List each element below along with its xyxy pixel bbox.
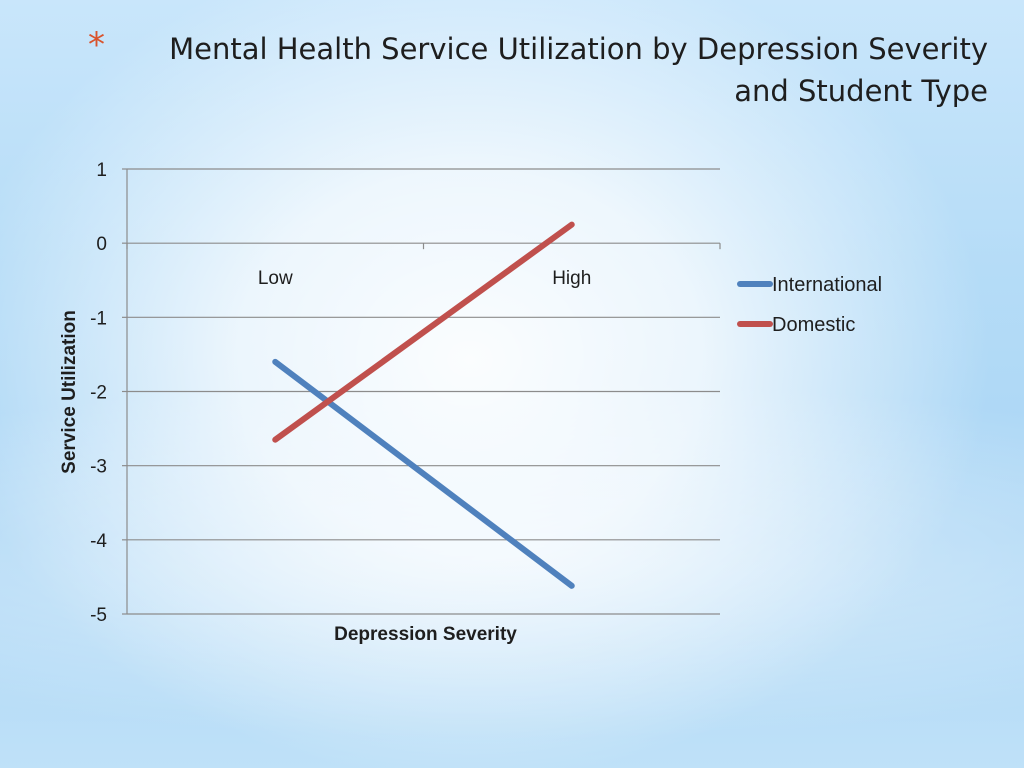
x-axis-title: Depression Severity <box>334 624 517 645</box>
y-tick-label-6: -5 <box>90 605 107 626</box>
y-axis-ticks: 1 0 -1 -2 -3 -4 -5 <box>90 160 127 626</box>
y-tick-label-3: -2 <box>90 383 107 404</box>
y-tick-label-2: -1 <box>90 308 107 329</box>
title-bullet-icon: * <box>88 25 105 65</box>
series-line-domestic <box>272 221 575 443</box>
y-axis-title: Service Utilization <box>59 310 80 474</box>
title-text: Mental Health Service Utilization by Dep… <box>126 28 988 112</box>
x-axis-categories: Low High <box>258 268 591 289</box>
gridlines <box>127 168 720 615</box>
legend: International Domestic <box>737 274 882 336</box>
y-tick-label-0: 1 <box>96 160 107 181</box>
series-line-international <box>272 358 575 589</box>
title-line-1: Mental Health Service Utilization by Dep… <box>169 32 988 66</box>
x-category-label-low: Low <box>258 268 293 289</box>
slide-title: * Mental Health Service Utilization by D… <box>88 28 988 112</box>
legend-label-domestic: Domestic <box>772 314 855 336</box>
title-line-2: and Student Type <box>734 74 988 108</box>
y-tick-label-1: 0 <box>96 234 107 255</box>
y-tick-label-5: -4 <box>90 531 107 552</box>
legend-label-international: International <box>772 274 882 296</box>
series-lines <box>272 221 575 589</box>
x-category-label-high: High <box>552 268 591 289</box>
y-tick-label-4: -3 <box>90 457 107 478</box>
